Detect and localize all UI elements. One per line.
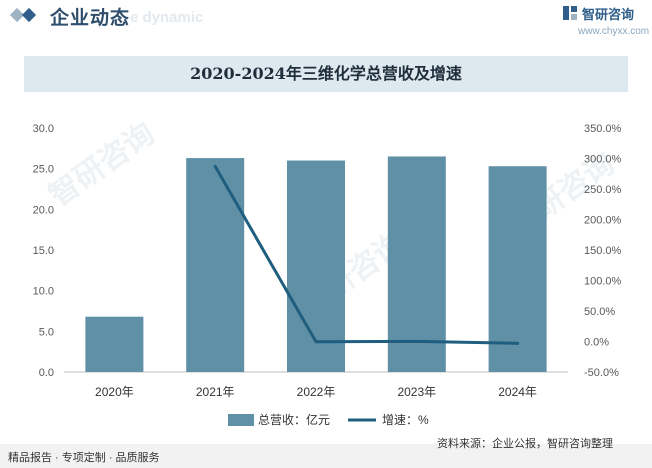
y-left-tick-label: 25.0 [33, 164, 54, 176]
data-source: 资料来源：企业公报，智研咨询整理 [437, 438, 613, 450]
y-left-tick-label: 20.0 [33, 204, 54, 216]
growth-point [415, 339, 419, 343]
chart-title: 2020-2024年三维化学总营收及增速 [24, 56, 628, 92]
legend-line-label: 增速：% [382, 413, 429, 427]
y-right-tick-label: 250.0% [584, 184, 622, 196]
legend-bar-swatch [228, 414, 254, 426]
y-right-tick-label: 300.0% [584, 154, 622, 166]
bar-revenue [287, 160, 345, 372]
y-right-tick-label: 200.0% [584, 215, 622, 227]
growth-point [213, 164, 217, 168]
y-right-tick-label: 350.0% [584, 123, 622, 135]
y-right-tick-label: 50.0% [584, 306, 615, 318]
y-right-tick-label: 100.0% [584, 276, 622, 288]
x-tick-label: 2020年 [95, 385, 134, 399]
y-left-tick-label: 30.0 [33, 123, 54, 135]
section-subtitle: e dynamic [130, 9, 204, 26]
y-left-tick-label: 10.0 [33, 286, 54, 298]
bar-revenue [387, 156, 446, 372]
x-tick-label: 2021年 [196, 385, 235, 399]
y-right-tick-label: 0.0% [584, 337, 609, 349]
legend-bar-label: 总营收：亿元 [258, 412, 330, 427]
bar-revenue [85, 316, 144, 372]
y-right-tick-label: -50.0% [584, 367, 619, 379]
bar-revenue [488, 166, 547, 372]
growth-point [314, 340, 318, 344]
footer-bar [0, 444, 652, 468]
growth-point [516, 341, 520, 345]
y-left-tick-label: 0.0 [39, 367, 54, 379]
section-title: 企业动态 [50, 8, 131, 29]
logo-text: 智研咨询 [582, 7, 635, 22]
footer-tagline: 精品报告 · 专项定制 · 品质服务 [8, 452, 160, 464]
x-tick-label: 2022年 [297, 385, 336, 399]
logo-url: www.chyxx.com [578, 26, 650, 37]
y-left-tick-label: 15.0 [33, 245, 54, 257]
logo-icon [563, 6, 577, 20]
y-left-tick-label: 5.0 [39, 326, 54, 338]
x-tick-label: 2024年 [498, 385, 537, 399]
bar-revenue [186, 158, 245, 372]
header: e dynamic 企业动态 智研咨询 www.chyxx.com [0, 0, 652, 40]
x-tick-label: 2023年 [397, 385, 436, 399]
y-right-tick-label: 150.0% [584, 245, 622, 257]
growth-line [213, 165, 518, 345]
